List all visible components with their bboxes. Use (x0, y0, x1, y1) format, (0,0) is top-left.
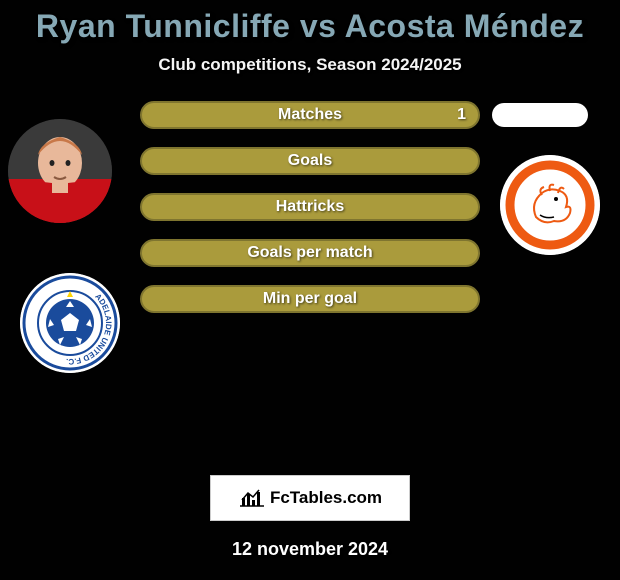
page-title: Ryan Tunnicliffe vs Acosta Méndez (0, 0, 620, 45)
club-crest-icon: BRISBANE ROAR (500, 155, 600, 255)
subtitle: Club competitions, Season 2024/2025 (0, 55, 620, 75)
bar-goals: Goals (140, 147, 480, 175)
watermark-text: FcTables.com (270, 488, 382, 508)
bar-label: Matches (278, 106, 342, 124)
bar-label: Hattricks (276, 198, 344, 216)
club-crest-icon: ADELAIDE UNITED F.C. (20, 273, 120, 373)
chart-icon (238, 488, 266, 508)
bar-label: Goals (288, 152, 332, 170)
bar-hattricks: Hattricks (140, 193, 480, 221)
right-value-pill (492, 103, 588, 127)
bar-min-per-goal: Min per goal (140, 285, 480, 313)
right-club-badge: BRISBANE ROAR (500, 155, 600, 255)
bar-label: Goals per match (247, 244, 372, 262)
watermark: FcTables.com (210, 475, 410, 521)
bar-goals-per-match: Goals per match (140, 239, 480, 267)
left-club-badge: ADELAIDE UNITED F.C. (20, 273, 120, 373)
date-text: 12 november 2024 (0, 539, 620, 560)
bar-matches: Matches 1 (140, 101, 480, 129)
left-player-photo (8, 119, 112, 223)
bar-label: Min per goal (263, 290, 357, 308)
comparison-area: ADELAIDE UNITED F.C. BRISBANE ROAR (0, 95, 620, 475)
stat-bars: Matches 1 Goals Hattricks Goals per matc… (140, 101, 480, 331)
player-avatar-icon (8, 119, 112, 223)
bar-value-right: 1 (457, 106, 466, 124)
